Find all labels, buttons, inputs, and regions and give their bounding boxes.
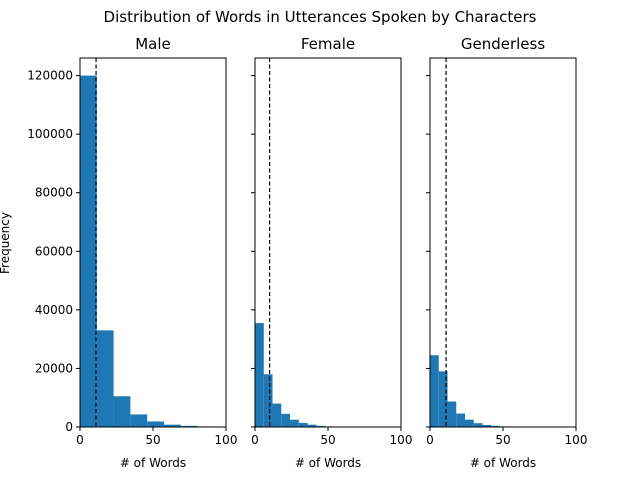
histogram-bar <box>130 414 148 427</box>
panel-genderless: Genderless 0 50 100 # of Words <box>426 35 587 470</box>
histogram-bar <box>456 413 466 427</box>
x-tick-label: 50 <box>320 433 335 447</box>
histogram-bar <box>438 371 448 427</box>
histogram-bar <box>281 413 291 427</box>
histogram-bar <box>272 403 282 427</box>
x-tick-label: 0 <box>426 433 434 447</box>
panel-title: Female <box>301 35 355 53</box>
histogram-bar <box>491 425 501 427</box>
x-tick-label: 100 <box>565 433 588 447</box>
x-tick-label: 50 <box>145 433 160 447</box>
y-axis-label: Frequency <box>0 212 12 274</box>
histogram-bar <box>307 424 317 427</box>
histogram-bar <box>290 419 299 427</box>
plot-frame <box>429 57 577 428</box>
panel-title: Genderless <box>461 35 545 53</box>
x-tick-label: 0 <box>251 433 259 447</box>
panels: Male 0 50 100 # of Words 0 20000 40000 60000 8000… <box>27 35 587 470</box>
y-tick-label: 40000 <box>35 303 73 317</box>
histogram-bar <box>180 425 198 427</box>
histogram-bar <box>263 374 273 427</box>
x-axis-label: # of Words <box>120 456 186 470</box>
x-axis-label: # of Words <box>470 456 536 470</box>
histogram-bar <box>96 330 114 427</box>
histogram-bar <box>465 419 474 427</box>
histogram-bar <box>316 425 326 427</box>
histogram-bar <box>447 401 457 427</box>
y-tick-label: 120000 <box>27 69 73 83</box>
x-tick-label: 100 <box>390 433 413 447</box>
x-tick-label: 0 <box>76 433 84 447</box>
y-tick-label: 80000 <box>35 186 73 200</box>
y-tick-label: 60000 <box>35 244 73 258</box>
figure-title: Distribution of Words in Utterances Spok… <box>104 8 537 26</box>
plot-frame <box>254 57 402 428</box>
histogram-bar <box>298 422 308 427</box>
panel-male: Male 0 50 100 # of Words 0 20000 40000 60000 8000… <box>27 35 237 470</box>
x-axis-label: # of Words <box>295 456 361 470</box>
x-tick-label: 100 <box>215 433 238 447</box>
y-tick-label: 100000 <box>27 127 73 141</box>
histogram-bar <box>163 424 181 427</box>
y-tick-label: 20000 <box>35 361 73 375</box>
y-tick-label: 0 <box>65 420 73 434</box>
panel-female: Female 0 50 100 # of Words <box>251 35 412 470</box>
histogram-bar <box>113 396 131 427</box>
histogram-bar <box>147 421 164 427</box>
histogram-bar <box>482 424 492 427</box>
histogram-bar <box>473 423 483 427</box>
panel-title: Male <box>135 35 171 53</box>
histogram-bar <box>80 75 97 428</box>
histogram-bar <box>430 355 439 427</box>
x-tick-label: 50 <box>495 433 510 447</box>
histogram-bar <box>255 323 264 427</box>
